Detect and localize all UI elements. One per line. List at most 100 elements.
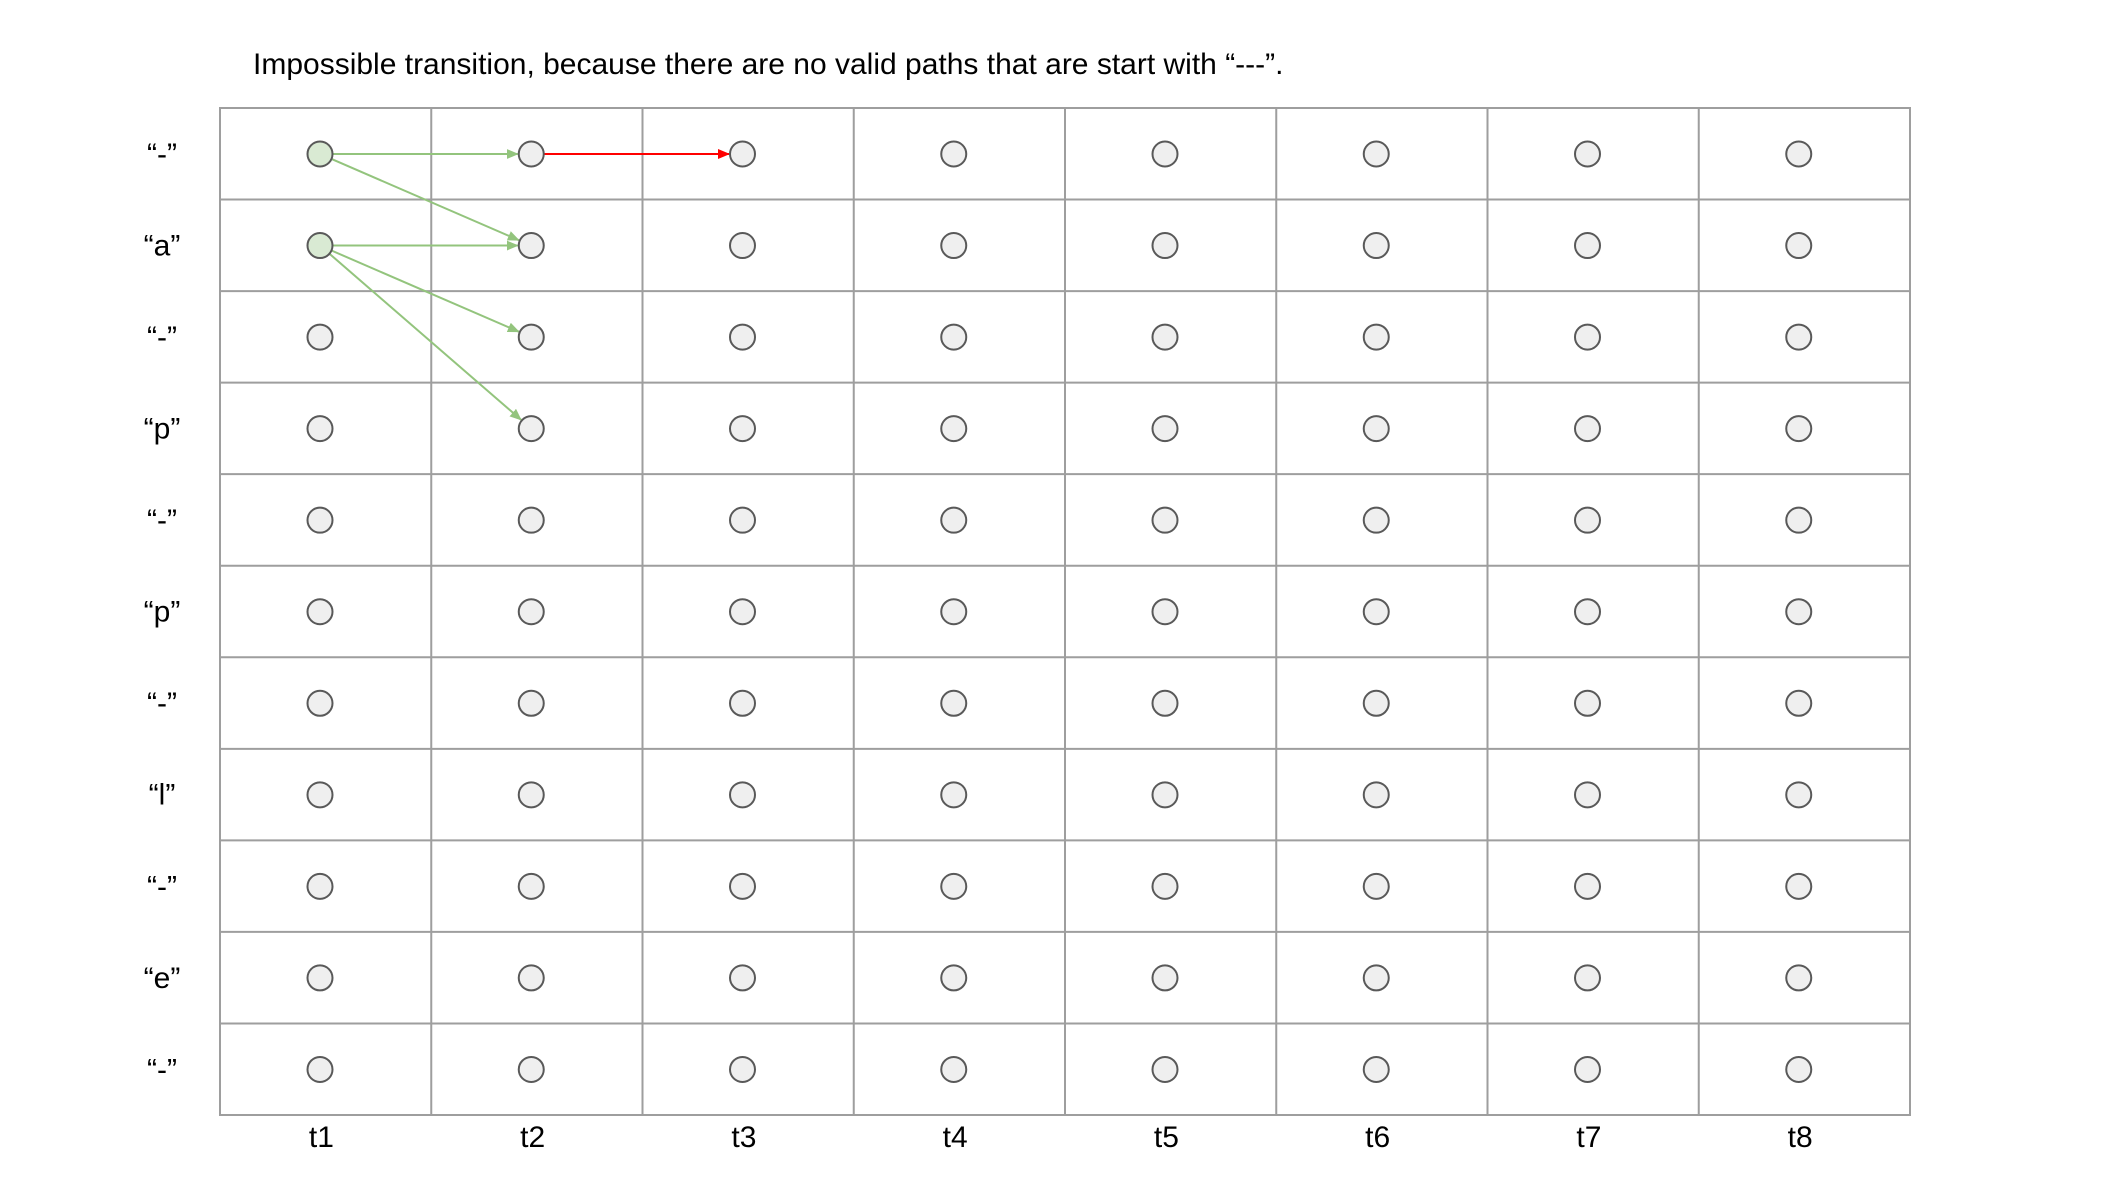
trellis-node bbox=[1362, 598, 1390, 626]
valid-transition-arrow bbox=[328, 252, 522, 421]
trellis-node bbox=[729, 232, 756, 260]
column-label: t5 bbox=[1154, 1121, 1179, 1154]
row-label: “-” bbox=[147, 321, 177, 354]
column-label: t4 bbox=[943, 1121, 968, 1154]
trellis-node bbox=[940, 323, 968, 351]
trellis-node bbox=[1785, 872, 1813, 900]
trellis-node bbox=[1151, 415, 1179, 443]
trellis-node bbox=[729, 872, 756, 900]
trellis-node bbox=[306, 506, 334, 534]
trellis-node bbox=[729, 689, 756, 717]
trellis-node bbox=[940, 781, 968, 809]
trellis-node bbox=[1574, 415, 1601, 443]
trellis-node bbox=[729, 1055, 756, 1083]
trellis-node bbox=[306, 964, 334, 992]
column-label: t7 bbox=[1576, 1121, 1601, 1154]
trellis-node bbox=[1574, 689, 1601, 717]
trellis-node bbox=[1785, 506, 1813, 534]
trellis-node bbox=[306, 781, 334, 809]
trellis-node bbox=[1151, 598, 1179, 626]
trellis-node bbox=[1151, 781, 1179, 809]
trellis-node bbox=[1362, 506, 1390, 534]
row-label: “-” bbox=[147, 504, 177, 537]
row-labels: “-” “a” “-” “p” “-” “p” “-” “l” “-” “e” “-” bbox=[144, 138, 181, 1086]
trellis-node bbox=[1785, 1055, 1813, 1083]
trellis-node bbox=[517, 415, 545, 443]
trellis-node bbox=[1574, 506, 1601, 534]
row-label: “p” bbox=[144, 413, 181, 446]
trellis-node bbox=[306, 872, 334, 900]
row-label: “-” bbox=[147, 687, 177, 720]
trellis-node bbox=[517, 140, 545, 168]
trellis-node bbox=[1574, 964, 1601, 992]
row-label: “-” bbox=[147, 870, 177, 903]
valid-transition-arrow bbox=[331, 158, 520, 242]
trellis-node bbox=[940, 689, 968, 717]
trellis-node bbox=[1362, 232, 1390, 260]
trellis-nodes bbox=[306, 140, 1813, 1083]
trellis-node bbox=[1574, 781, 1601, 809]
trellis-node bbox=[1785, 689, 1813, 717]
trellis-node bbox=[1785, 781, 1813, 809]
row-label: “-” bbox=[147, 138, 177, 171]
trellis-node bbox=[1362, 140, 1390, 168]
column-label: t8 bbox=[1788, 1121, 1813, 1154]
trellis-node bbox=[940, 506, 968, 534]
trellis-node bbox=[306, 1055, 334, 1083]
trellis-node-highlighted bbox=[306, 140, 334, 168]
trellis-node-highlighted bbox=[306, 232, 334, 260]
trellis-node bbox=[1362, 964, 1390, 992]
trellis-node bbox=[1362, 872, 1390, 900]
trellis-node bbox=[729, 964, 756, 992]
trellis-node bbox=[306, 415, 334, 443]
trellis-node bbox=[729, 323, 756, 351]
trellis-node bbox=[940, 598, 968, 626]
row-label: “a” bbox=[144, 229, 181, 262]
transition-arrows bbox=[328, 149, 730, 421]
trellis-node bbox=[1151, 323, 1179, 351]
trellis-node bbox=[1151, 872, 1179, 900]
trellis-node bbox=[1362, 323, 1390, 351]
column-label: t3 bbox=[731, 1121, 756, 1154]
trellis-node bbox=[1151, 506, 1179, 534]
trellis-node bbox=[1785, 598, 1813, 626]
column-label: t1 bbox=[309, 1121, 334, 1154]
trellis-node bbox=[306, 689, 334, 717]
trellis-node bbox=[729, 415, 756, 443]
trellis-node bbox=[1574, 323, 1601, 351]
trellis-node bbox=[1785, 232, 1813, 260]
trellis-node bbox=[517, 323, 545, 351]
trellis-node bbox=[517, 232, 545, 260]
row-label: “e” bbox=[144, 962, 181, 995]
trellis-node bbox=[1362, 781, 1390, 809]
diagram-caption: Impossible transition, because there are… bbox=[253, 48, 1284, 81]
trellis-node bbox=[940, 415, 968, 443]
trellis-node bbox=[1151, 1055, 1179, 1083]
trellis-node bbox=[1574, 872, 1601, 900]
trellis-node bbox=[517, 872, 545, 900]
row-label: “l” bbox=[149, 779, 176, 812]
trellis-node bbox=[1151, 689, 1179, 717]
trellis-node bbox=[1785, 323, 1813, 351]
trellis-node bbox=[1574, 140, 1601, 168]
row-label: “-” bbox=[147, 1053, 177, 1086]
valid-transition-arrow bbox=[331, 249, 520, 333]
trellis-node bbox=[729, 781, 756, 809]
trellis-node bbox=[1785, 140, 1813, 168]
trellis-grid bbox=[219, 107, 1911, 1116]
trellis-node bbox=[1785, 415, 1813, 443]
trellis-node bbox=[517, 598, 545, 626]
trellis-node bbox=[1785, 964, 1813, 992]
trellis-node bbox=[1574, 1055, 1601, 1083]
trellis-node bbox=[1151, 964, 1179, 992]
trellis-node bbox=[306, 323, 334, 351]
trellis-node bbox=[517, 506, 545, 534]
trellis-node bbox=[729, 506, 756, 534]
trellis-node bbox=[1574, 598, 1601, 626]
trellis-node bbox=[517, 781, 545, 809]
trellis-node bbox=[517, 689, 545, 717]
trellis-node bbox=[1362, 415, 1390, 443]
trellis-node bbox=[1362, 1055, 1390, 1083]
trellis-node bbox=[517, 1055, 545, 1083]
